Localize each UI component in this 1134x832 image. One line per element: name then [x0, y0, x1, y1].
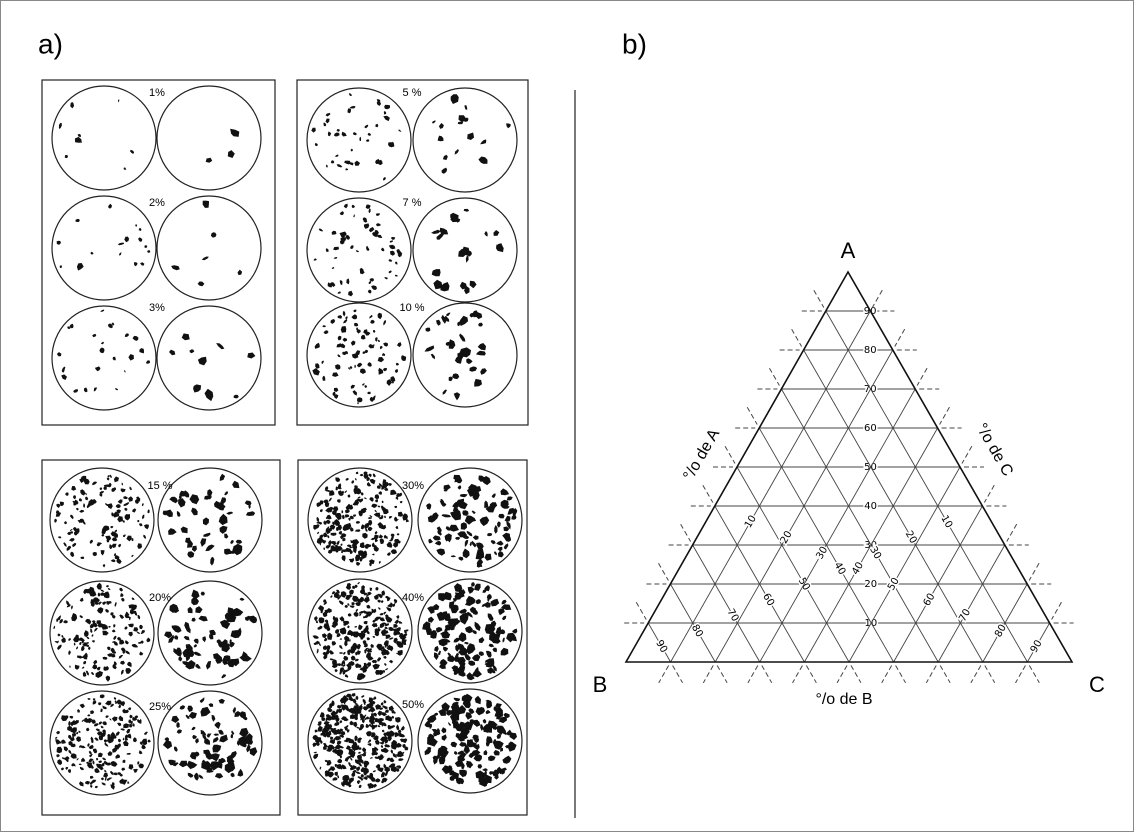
circle-outline: [157, 196, 261, 300]
coverage-circle: [307, 303, 411, 407]
percent-label: 25%: [149, 701, 171, 713]
percent-label: 7 %: [403, 197, 422, 209]
circle-outline: [307, 303, 411, 407]
a-tick-label: 60: [864, 423, 877, 434]
coverage-circle: [308, 468, 412, 572]
coverage-circle: [307, 88, 411, 192]
blob: [439, 756, 445, 764]
circle-outline: [157, 86, 261, 190]
circle-outline: [307, 198, 411, 302]
coverage-circle: [52, 196, 156, 300]
figure: a) b) 1% 2% 3% 5 % 7 % 10 % 15 % 20% 25% 30% 40% 50…: [0, 0, 1134, 832]
coverage-circle: [413, 303, 517, 407]
coverage-circle: [50, 468, 154, 572]
coverage-circle: [418, 689, 522, 793]
percent-label: 2%: [149, 197, 165, 209]
coverage-circle: [418, 468, 522, 572]
percent-label: 50%: [402, 699, 424, 711]
percent-label: 3%: [149, 302, 165, 314]
vertex-label: B: [593, 672, 608, 697]
axis-label: °/o de B: [815, 691, 872, 708]
coverage-circle: [158, 468, 262, 572]
coverage-circle: [50, 691, 154, 795]
circle-outline: [52, 306, 156, 410]
percent-label: 15 %: [147, 480, 172, 492]
percent-label: 5 %: [403, 87, 422, 99]
coverage-circle: [157, 196, 261, 300]
coverage-circle: [157, 306, 261, 410]
vertex-label: C: [1089, 672, 1105, 697]
blob: [110, 612, 113, 615]
a-tick-label: 80: [864, 345, 877, 356]
a-tick-label: 40: [864, 501, 877, 512]
percent-label: 40%: [402, 592, 424, 604]
coverage-circle: [413, 198, 517, 302]
percent-label: 1%: [149, 87, 165, 99]
a-tick-label: 20: [864, 579, 877, 590]
circle-outline: [52, 196, 156, 300]
percent-label: 30%: [402, 480, 424, 492]
coverage-circle: [413, 88, 517, 192]
circle-outline: [307, 88, 411, 192]
percent-label: 20%: [149, 592, 171, 604]
coverage-circle: [52, 86, 156, 190]
coverage-circle: [50, 581, 154, 685]
circle-outline: [158, 468, 262, 572]
blob: [364, 621, 368, 624]
panel-label: b): [622, 28, 647, 59]
circle-outline: [52, 86, 156, 190]
panel-label: a): [38, 28, 63, 59]
coverage-circle: [307, 198, 411, 302]
coverage-circle: [308, 579, 412, 683]
percent-label: 10 %: [399, 302, 424, 314]
coverage-circle: [52, 306, 156, 410]
circle-outline: [413, 88, 517, 192]
coverage-circle: [308, 689, 412, 793]
coverage-circle: [157, 86, 261, 190]
coverage-circle: [158, 581, 262, 685]
coverage-circle: [158, 691, 262, 795]
vertex-label: A: [841, 238, 856, 263]
coverage-circle: [418, 579, 522, 683]
